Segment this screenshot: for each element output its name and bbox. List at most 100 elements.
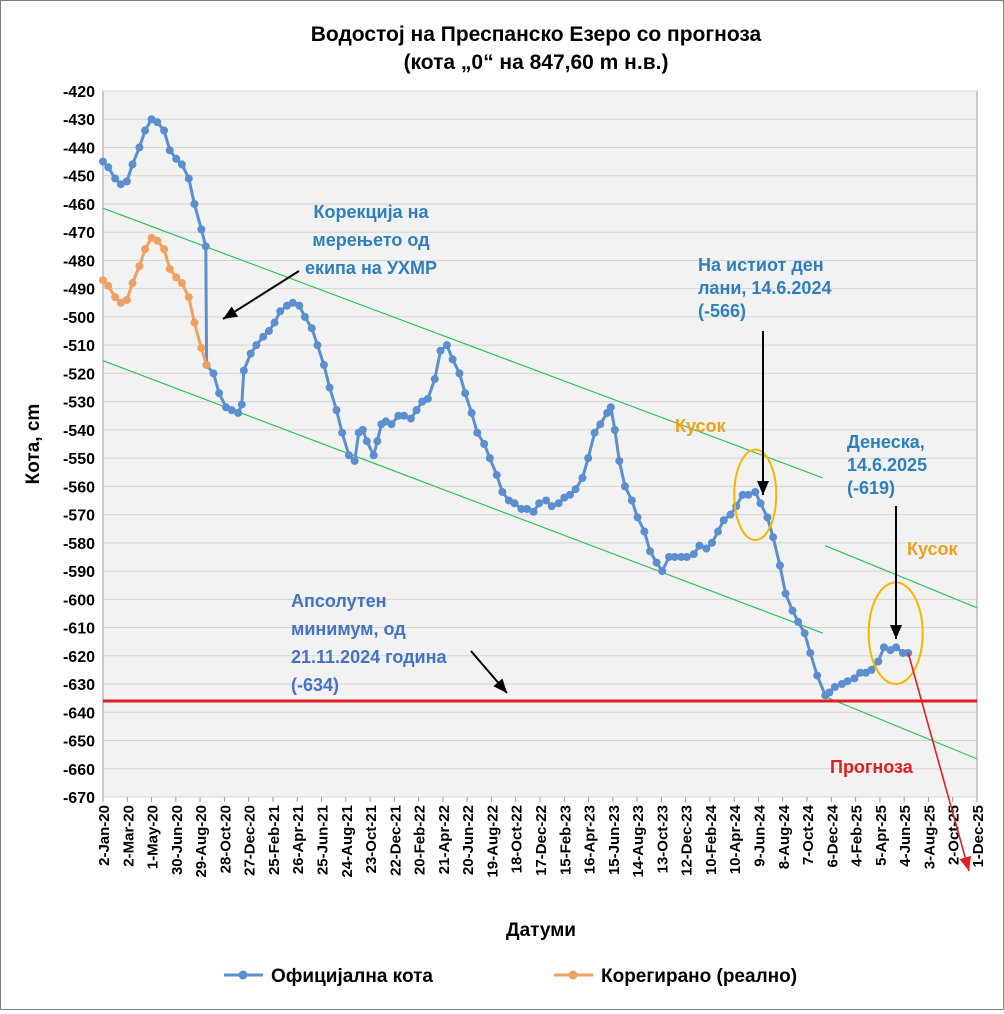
official-level-point: [387, 420, 396, 429]
official-level-point: [307, 324, 316, 333]
corrected-level-point: [141, 245, 150, 254]
y-tick-label: -640: [63, 705, 95, 722]
official-level-point: [423, 394, 432, 403]
official-level-point: [498, 488, 507, 497]
y-tick-label: -590: [63, 564, 95, 581]
official-level-point: [116, 180, 125, 189]
x-tick-label: 9-Jun-24: [752, 804, 769, 866]
official-level-point: [658, 567, 667, 576]
x-tick-label: 1-Dec-25: [970, 805, 987, 868]
official-level-point: [707, 538, 716, 547]
official-level-point: [160, 126, 169, 135]
y-tick-label: -620: [63, 649, 95, 666]
official-level-point: [480, 440, 489, 448]
x-tick-label: 29-Aug-20: [193, 805, 210, 878]
official-level-point: [338, 428, 347, 437]
y-tick-label: -550: [63, 451, 95, 468]
official-level-point: [234, 408, 243, 417]
series-layer: [99, 115, 913, 700]
official-level-point: [369, 451, 378, 460]
x-tick-label: 30-Jun-20: [169, 805, 186, 875]
y-tick-label: -610: [63, 621, 95, 638]
y-tick-label: -670: [63, 790, 95, 807]
svg-text:минимум, од: минимум, од: [291, 619, 406, 639]
corrected-level-point: [111, 293, 120, 302]
chart-title: Водостој на Преспанско Езеро со прогноза: [311, 23, 762, 46]
y-tick-label: -520: [63, 366, 95, 383]
official-level-point: [455, 369, 464, 378]
official-level-point: [554, 499, 563, 508]
forecast-arrow-head: [959, 855, 972, 871]
corrected-level-point: [128, 279, 137, 288]
official-level-point: [135, 143, 144, 152]
official-level-point: [153, 118, 162, 127]
x-tick-label: 10-Apr-24: [727, 804, 744, 874]
official-level-point: [467, 408, 476, 417]
legend-label-official: Официјална кота: [271, 966, 433, 987]
x-tick-label: 20-Feb-22: [412, 805, 429, 875]
official-level-point: [99, 157, 107, 166]
official-level-point: [670, 552, 679, 561]
official-level-point: [763, 513, 772, 522]
x-tick-label: 2-Mar-20: [120, 805, 137, 867]
x-tick-label: 21-Apr-22: [436, 805, 453, 874]
official-level-point: [640, 527, 649, 536]
official-level-point: [270, 318, 279, 327]
official-level-point: [215, 389, 224, 398]
x-tick-label: 4-Jun-25: [897, 805, 914, 867]
official-level-point: [332, 406, 341, 415]
deficit-ellipse: [733, 448, 778, 542]
x-tick-label: 15-Jun-23: [606, 805, 623, 875]
official-level-point: [744, 490, 753, 499]
official-level-point: [184, 174, 193, 183]
official-level-point: [264, 327, 273, 336]
official-level-point: [652, 558, 661, 567]
x-tick-label: 25-Feb-21: [266, 805, 283, 875]
official-level-point: [633, 513, 642, 522]
official-level-point: [843, 677, 852, 686]
x-tick-label: 19-Aug-22: [484, 805, 501, 878]
official-level-point: [756, 499, 765, 508]
y-tick-label: -460: [63, 197, 95, 214]
annotation-today: Денеска, 14.6.2025 (-619): [847, 432, 927, 498]
official-level-point: [781, 589, 790, 598]
official-level-point: [874, 657, 883, 666]
x-tick-label: 24-Aug-21: [339, 805, 356, 878]
official-level-point: [412, 406, 421, 415]
svg-text:лани, 14.6.2024: лани, 14.6.2024: [698, 278, 831, 298]
official-level-point: [394, 411, 403, 420]
x-tick-label: 7-Oct-24: [800, 804, 817, 865]
official-level-point: [603, 408, 612, 417]
y-tick-label: -600: [63, 592, 95, 609]
trend-channel-line: [825, 696, 978, 760]
corrected-level-point: [160, 245, 169, 254]
corrected-level-point: [116, 298, 125, 307]
trend-channel-line: [825, 545, 978, 609]
legend-marker-corrected: [568, 970, 578, 980]
official-level-point: [627, 496, 636, 505]
annotation-deficit-2025: Кусок: [907, 539, 959, 559]
y-tick-label: -420: [63, 84, 95, 101]
trend-channel-line: [102, 207, 824, 479]
legend: Официјална кота Корегирано (реално): [224, 966, 797, 987]
official-level-point: [571, 485, 580, 494]
y-axis-ticks: -420 -430 -440 -450 -460 -470 -480 -490 -500 -510…: [63, 84, 95, 807]
legend-item-official: Официјална кота: [224, 966, 433, 987]
official-level-point: [719, 516, 728, 525]
official-level-point: [695, 541, 704, 550]
official-level-point: [373, 437, 382, 446]
official-level-point: [775, 561, 784, 570]
x-tick-label: 5-Apr-25: [873, 805, 890, 866]
y-tick-label: -630: [63, 677, 95, 694]
official-level-point: [646, 547, 655, 556]
official-level-point: [879, 643, 888, 652]
correction-arrow-head: [223, 306, 239, 319]
svg-text:На истиот ден: На истиот ден: [698, 255, 824, 275]
svg-text:екипа на УХМР: екипа на УХМР: [305, 258, 437, 278]
official-level-point: [547, 502, 556, 511]
legend-item-corrected: Корегирано (реално): [554, 966, 797, 987]
official-level-point: [590, 428, 599, 437]
official-level-point: [794, 617, 803, 626]
